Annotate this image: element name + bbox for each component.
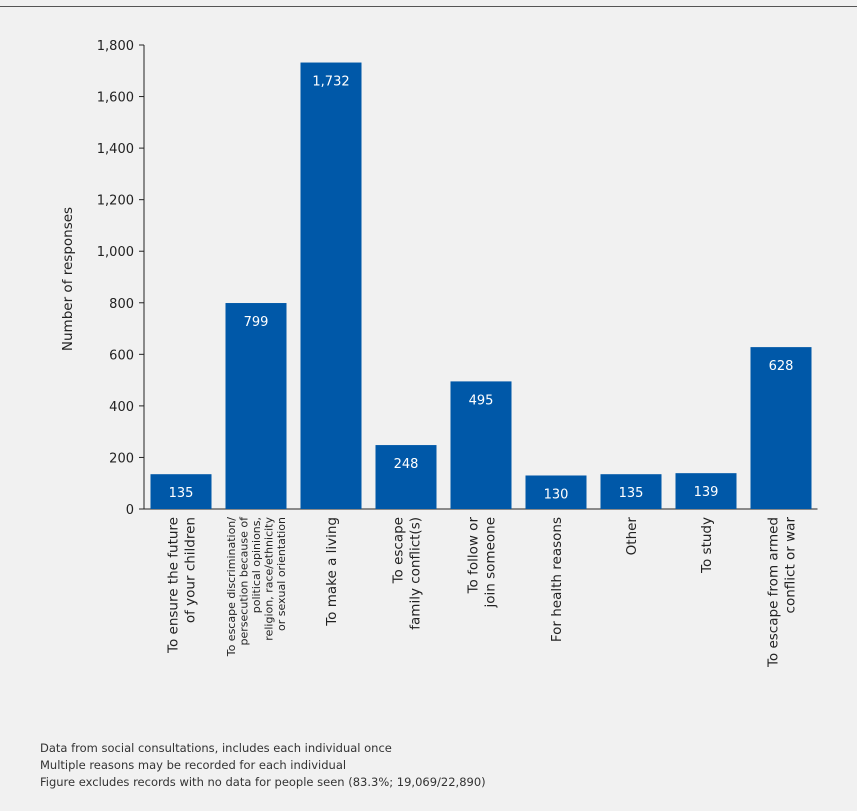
x-category-label-line: persecution because of (237, 516, 250, 646)
y-tick-label: 1,800 (97, 39, 134, 54)
bar (750, 347, 812, 509)
bar (225, 303, 287, 509)
bar-value-label: 628 (769, 359, 794, 374)
x-category-label-line: To make a living (324, 517, 340, 627)
x-category-label: To follow or join someone (465, 517, 498, 609)
bar-value-label: 139 (694, 485, 719, 500)
y-tick-label: 400 (109, 400, 134, 415)
y-tick-label: 1,400 (97, 142, 134, 157)
x-category-label-line: To escape discrimination/ (225, 517, 238, 658)
y-tick-label: 0 (126, 503, 134, 518)
top-rule (0, 6, 857, 7)
x-category-label-line: of your children (182, 517, 198, 623)
y-tick-label: 1,000 (97, 245, 134, 260)
bar-value-label: 130 (544, 487, 569, 502)
bar-value-label: 495 (469, 393, 494, 408)
bar-value-label: 1,732 (312, 75, 349, 90)
bar (300, 62, 362, 509)
x-category-label-line: conflict or war (782, 517, 798, 614)
note-line: Data from social consultations, includes… (40, 741, 392, 755)
bar (600, 474, 662, 509)
y-tick-label: 1,600 (97, 91, 134, 106)
bar (450, 381, 512, 509)
x-category-label-line: To escape from armed (765, 517, 781, 668)
x-category-label-line: Other (624, 517, 640, 556)
bar (675, 473, 737, 509)
bar-value-label: 248 (394, 457, 419, 472)
chart-notes: Data from social consultations, includes… (40, 740, 486, 791)
bar-value-label: 799 (244, 315, 269, 330)
x-category-label-line: To study (699, 517, 715, 574)
bar (150, 474, 212, 509)
x-category-label: Other (624, 517, 640, 556)
x-category-label: To escape from armed conflict or war (765, 517, 798, 668)
y-tick-label: 1,200 (97, 194, 134, 209)
bar (375, 445, 437, 509)
x-category-label-line: For health reasons (549, 517, 565, 642)
y-tick-label: 800 (109, 297, 134, 312)
note-line: Figure excludes records with no data for… (40, 775, 486, 789)
bar-value-label: 135 (619, 486, 644, 501)
x-category-label-line: To ensure the future (165, 517, 181, 654)
x-category-label-line: religion, race/ethnicity (262, 517, 275, 641)
y-tick-label: 600 (109, 348, 134, 363)
note-line: Multiple reasons may be recorded for eac… (40, 758, 347, 772)
x-category-label: To ensure the future of your children (165, 517, 198, 654)
bar (525, 475, 587, 509)
x-category-label: To study (699, 517, 715, 574)
x-category-label: To escape family conflict(s) (390, 517, 423, 630)
y-axis-title: Number of responses (60, 207, 76, 351)
bar-value-label: 135 (169, 486, 194, 501)
x-category-label-line: political opinions, (250, 517, 263, 613)
x-category-label-line: family conflict(s) (407, 517, 423, 630)
x-category-label: To escape discrimination/persecution bec… (225, 516, 288, 657)
y-tick-label: 200 (109, 451, 134, 466)
x-category-label-line: join someone (482, 517, 498, 608)
x-category-label-line: or sexual orientation (275, 517, 288, 631)
bar-chart: 0 200 400 600 800 1,000 1,200 1,400 1,600 1,800 Nu… (60, 39, 818, 668)
x-category-label: For health reasons (549, 517, 565, 642)
x-category-label-line: To escape (390, 517, 406, 584)
x-category-label: To make a living (324, 517, 340, 627)
x-category-label-line: To follow or (465, 517, 481, 595)
